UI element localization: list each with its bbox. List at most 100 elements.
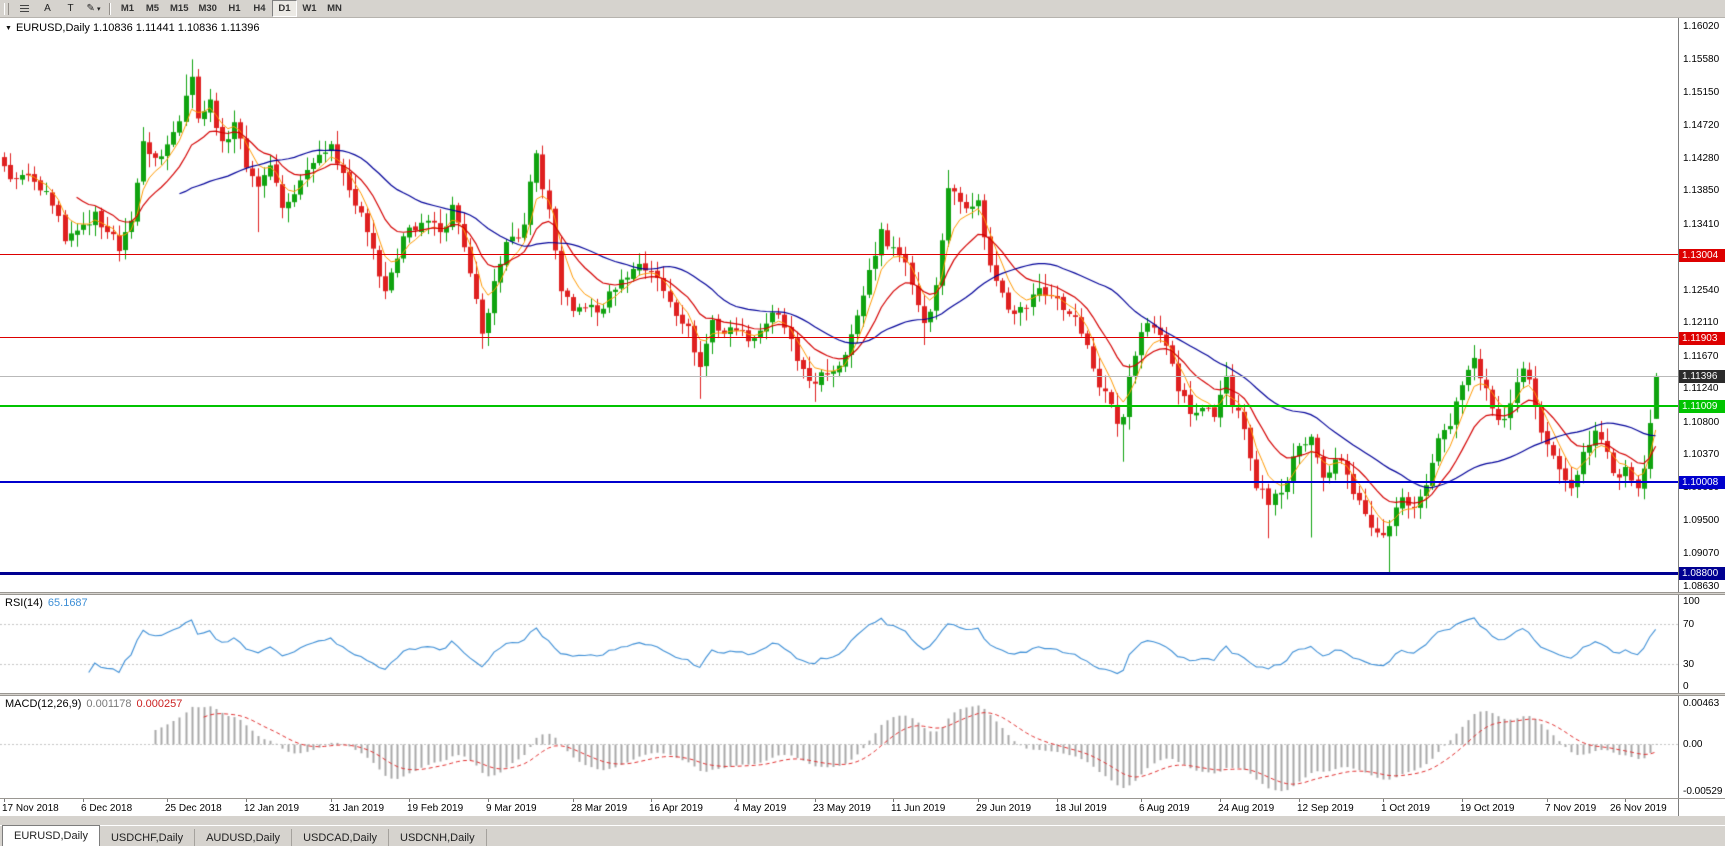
time-tick	[815, 799, 816, 802]
rsi-scale-tick: 30	[1683, 658, 1695, 670]
macd-signal-value: 0.000257	[136, 698, 183, 710]
tab-usdchf-daily[interactable]: USDCHF,Daily	[100, 829, 196, 846]
time-tick	[1220, 799, 1221, 802]
horizontal-line-1.10008[interactable]	[0, 481, 1678, 483]
time-tick	[1141, 799, 1142, 802]
macd-plot-area[interactable]: MACD(12,26,9) 0.001178 0.000257	[0, 696, 1678, 798]
bid-price-line	[0, 376, 1678, 377]
date-label: 18 Jul 2019	[1055, 803, 1107, 814]
macd-panel: MACD(12,26,9) 0.001178 0.000257 0.00463 0.0…	[0, 696, 1725, 798]
price-plot-area[interactable]: ▼ EURUSD,Daily 1.10836 1.11441 1.10836 1…	[0, 18, 1678, 592]
window-menu-icon[interactable]: ▼	[5, 24, 12, 32]
date-label: 7 Nov 2019	[1545, 803, 1597, 814]
bars-tool-button[interactable]	[13, 0, 36, 17]
label-a-tool-button[interactable]: A	[36, 0, 59, 17]
rsi-scale[interactable]: 100 70 30 0	[1678, 595, 1725, 693]
time-tick	[246, 799, 247, 802]
label-t-tool-button[interactable]: T	[59, 0, 82, 17]
date-label: 31 Jan 2019	[329, 803, 385, 814]
price-tick: 1.16020	[1683, 21, 1720, 32]
price-panel: ▼ EURUSD,Daily 1.10836 1.11441 1.10836 1…	[0, 18, 1725, 592]
tab-usdcnh-daily[interactable]: USDCNH,Daily	[389, 829, 487, 846]
price-chart-canvas[interactable]	[0, 18, 1678, 592]
horizontal-line-1.13004[interactable]	[0, 254, 1678, 255]
macd-canvas[interactable]	[0, 696, 1678, 798]
time-tick	[409, 799, 410, 802]
date-label: 9 Mar 2019	[486, 803, 537, 814]
price-tick: 1.13410	[1683, 219, 1720, 230]
price-tag-1.11903: 1.11903	[1679, 332, 1725, 345]
date-label: 28 Mar 2019	[571, 803, 628, 814]
timeframe-button-w1[interactable]: W1	[302, 3, 317, 14]
timeframe-button-mn[interactable]: MN	[327, 3, 342, 14]
horizontal-line-1.11903[interactable]	[0, 337, 1678, 338]
time-axis-labels: 17 Nov 2018 6 Dec 2018 25 Dec 2018 12 Jan 2…	[0, 799, 1678, 816]
time-tick	[83, 799, 84, 802]
date-label: 6 Aug 2019	[1139, 803, 1190, 814]
rsi-name: RSI(14)	[5, 597, 43, 609]
time-tick	[331, 799, 332, 802]
price-tick: 1.08630	[1683, 581, 1720, 592]
time-tick	[1547, 799, 1548, 802]
time-tick	[1299, 799, 1300, 802]
rsi-canvas[interactable]	[0, 595, 1678, 693]
date-label: 1 Oct 2019	[1381, 803, 1430, 814]
horizontal-line-1.11009[interactable]	[0, 405, 1678, 407]
price-tick: 1.10370	[1683, 449, 1720, 460]
price-tick: 1.09070	[1683, 548, 1720, 559]
time-axis[interactable]: 17 Nov 2018 6 Dec 2018 25 Dec 2018 12 Jan 2…	[0, 798, 1725, 816]
date-label: 6 Dec 2018	[81, 803, 133, 814]
chart-title-text: EURUSD,Daily 1.10836 1.11441 1.10836 1.1…	[15, 22, 260, 34]
date-label: 19 Oct 2019	[1460, 803, 1515, 814]
timeframe-button-h1[interactable]: H1	[228, 3, 241, 14]
panel-splitter[interactable]	[0, 592, 1725, 595]
tab-usdcad-daily[interactable]: USDCAD,Daily	[292, 829, 390, 846]
chart-window: ▼ EURUSD,Daily 1.10836 1.11441 1.10836 1…	[0, 18, 1725, 816]
timeframe-button-m15[interactable]: M15	[170, 3, 189, 14]
date-label: 16 Apr 2019	[649, 803, 703, 814]
draw-tool-button[interactable]: ✎ ▾	[82, 0, 105, 17]
toolbar: A T ✎ ▾ M1 M5 M15 M30 H1 H4 D1 W1 MN	[0, 0, 1725, 18]
date-label: 29 Jun 2019	[976, 803, 1032, 814]
time-axis-corner	[1678, 799, 1725, 816]
rsi-value: 65.1687	[47, 597, 88, 609]
date-label: 12 Jan 2019	[244, 803, 300, 814]
price-tick: 1.11240	[1683, 383, 1719, 394]
price-tick: 1.12110	[1683, 317, 1719, 328]
time-tick	[1625, 799, 1626, 802]
timeframe-button-m1[interactable]: M1	[120, 3, 135, 14]
rsi-plot-area[interactable]: RSI(14) 65.1687	[0, 595, 1678, 693]
chart-title: ▼ EURUSD,Daily 1.10836 1.11441 1.10836 1…	[5, 22, 260, 34]
price-tag-1.08800: 1.08800	[1679, 567, 1725, 580]
date-label: 11 Jun 2019	[891, 803, 946, 814]
time-tick	[573, 799, 574, 802]
timeframe-button-m5[interactable]: M5	[145, 3, 160, 14]
macd-scale[interactable]: 0.00463 0.00 -0.00529	[1678, 696, 1725, 798]
rsi-panel: RSI(14) 65.1687 100 70 30 0	[0, 595, 1725, 693]
macd-main-value: 0.001178	[86, 698, 132, 710]
price-scale[interactable]: 1.16020 1.15580 1.15150 1.14720 1.14280 1.138…	[1678, 18, 1725, 592]
price-tick: 1.15580	[1683, 54, 1720, 65]
timeframe-button-h4[interactable]: H4	[253, 3, 266, 14]
time-tick	[736, 799, 737, 802]
macd-label: MACD(12,26,9) 0.001178 0.000257	[5, 698, 182, 710]
time-tick	[488, 799, 489, 802]
date-label: 25 Dec 2018	[165, 803, 222, 814]
price-tick: 1.09500	[1683, 515, 1720, 526]
price-tick: 1.13850	[1683, 185, 1720, 196]
time-tick	[167, 799, 168, 802]
timeframe-button-d1[interactable]: D1	[271, 0, 297, 17]
timeframe-button-m30[interactable]: M30	[198, 3, 217, 14]
chevron-down-icon: ▾	[96, 5, 101, 13]
toolbar-grip[interactable]	[4, 2, 9, 15]
rsi-scale-tick: 100	[1683, 596, 1700, 607]
horizontal-line-1.08800[interactable]	[0, 572, 1678, 575]
price-tick: 1.11670	[1683, 351, 1719, 362]
tab-audusd-daily[interactable]: AUDUSD,Daily	[195, 829, 293, 846]
toolbar-separator	[109, 2, 111, 15]
rsi-label: RSI(14) 65.1687	[5, 597, 88, 609]
time-tick	[1383, 799, 1384, 802]
tab-eurusd-daily[interactable]: EURUSD,Daily	[2, 825, 100, 846]
panel-splitter[interactable]	[0, 693, 1725, 696]
price-tag-1.11009: 1.11009	[1679, 400, 1725, 413]
